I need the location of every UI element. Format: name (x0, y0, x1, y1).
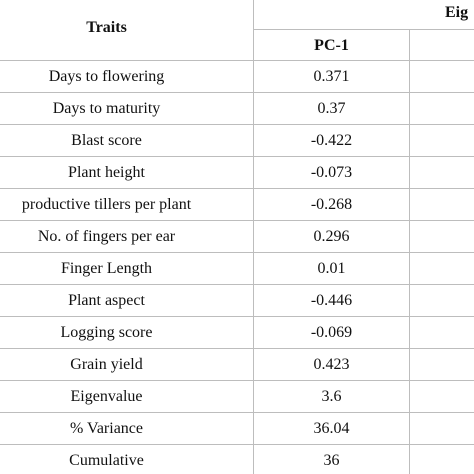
row-line (0, 252, 474, 253)
row-line (0, 92, 474, 93)
trait-days-to-flowering: Days to flowering (48, 68, 165, 85)
pc1-value: 0.37 (317, 100, 346, 117)
pc1-value: -0.073 (310, 164, 353, 181)
pc1-value: 3.6 (321, 388, 342, 405)
pc1-value: -0.069 (310, 324, 353, 341)
pc1-value: -0.268 (310, 196, 353, 213)
column-divider-right (409, 29, 410, 474)
trait-finger-length: Finger Length (60, 260, 153, 277)
trait-percent-variance: % Variance (70, 420, 143, 437)
column-divider-left (253, 0, 254, 474)
row-line (0, 444, 474, 445)
row-line (0, 156, 474, 157)
pc1-value: 36 (323, 452, 340, 469)
row-line (0, 380, 474, 381)
trait-plant-height: Plant height (68, 164, 145, 181)
trait-productive-tillers: productive tillers per plant (21, 196, 192, 213)
row-line (0, 348, 474, 349)
trait-plant-aspect: Plant aspect (68, 292, 145, 309)
eigenvector-group-header: Eig (445, 4, 469, 21)
pc1-header: PC-1 (314, 37, 349, 54)
pc1-value: 0.371 (313, 68, 350, 85)
trait-logging-score: Logging score (60, 324, 153, 341)
trait-blast-score: Blast score (71, 132, 142, 149)
row-line (0, 220, 474, 221)
pc1-value: 0.296 (313, 228, 350, 245)
row-line (0, 284, 474, 285)
row-line (0, 124, 474, 125)
pc1-value: 0.01 (317, 260, 346, 277)
trait-fingers-per-ear: No. of fingers per ear (37, 228, 176, 245)
header-divider-line (253, 29, 474, 30)
trait-days-to-maturity: Days to maturity (52, 100, 161, 117)
pc1-value: -0.446 (310, 292, 353, 309)
pc1-value: 36.04 (313, 420, 350, 437)
row-line (0, 188, 474, 189)
pc1-value: -0.422 (310, 132, 353, 149)
traits-header: Traits (86, 19, 127, 36)
pc1-value: 0.423 (313, 356, 350, 373)
trait-grain-yield: Grain yield (70, 356, 143, 373)
header-bottom-line (0, 60, 474, 61)
trait-eigenvalue: Eigenvalue (70, 388, 143, 405)
row-line (0, 412, 474, 413)
row-line (0, 316, 474, 317)
trait-cumulative: Cumulative (69, 452, 144, 469)
